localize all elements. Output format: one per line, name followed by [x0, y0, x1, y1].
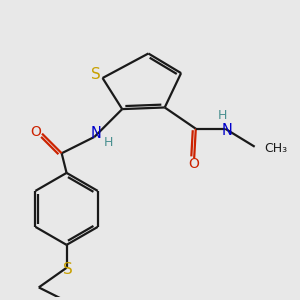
Text: S: S: [63, 262, 73, 277]
Text: S: S: [91, 67, 101, 82]
Text: H: H: [103, 136, 113, 149]
Text: CH₃: CH₃: [264, 142, 287, 155]
Text: O: O: [31, 125, 42, 139]
Text: N: N: [221, 123, 232, 138]
Text: H: H: [217, 109, 227, 122]
Text: O: O: [189, 157, 200, 171]
Text: N: N: [91, 126, 101, 141]
